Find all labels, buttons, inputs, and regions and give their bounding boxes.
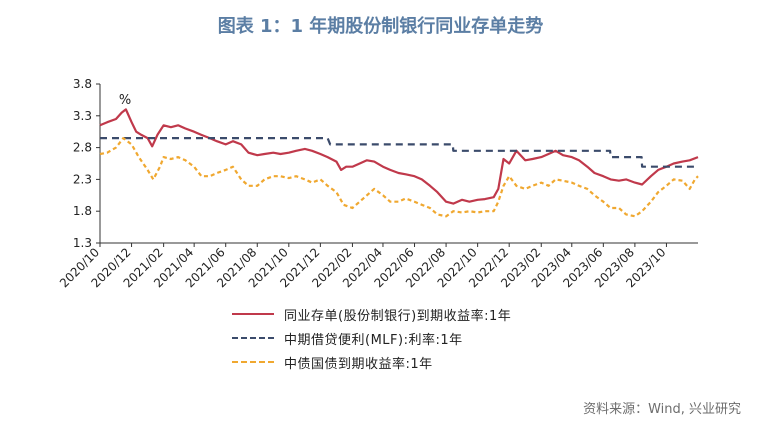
y-tick-label: 3.8 <box>73 77 92 91</box>
series-line-ncd <box>99 108 699 205</box>
legend-swatch-gov <box>232 361 274 363</box>
source-note: 资料来源：Wind, 兴业研究 <box>583 402 741 417</box>
legend-label-mlf: 中期借贷便利(MLF):利率:1年 <box>284 332 463 348</box>
legend-label-ncd: 同业存单(股份制银行)到期收益率:1年 <box>284 308 512 324</box>
series-line-mlf <box>100 137 698 168</box>
y-unit-label: % <box>119 93 131 108</box>
legend-swatch-mlf <box>232 337 274 339</box>
y-tick-label: 1.3 <box>73 236 92 250</box>
legend-label-gov: 中债国债到期收益率:1年 <box>284 356 433 372</box>
y-tick-label: 3.3 <box>73 109 92 123</box>
y-tick-label: 1.8 <box>73 204 92 218</box>
series-layer <box>99 108 699 218</box>
chart-axes: 3.83.32.82.31.81.3%2020/102020/122021/02… <box>57 77 698 290</box>
series-line-gov <box>99 137 699 218</box>
legend-item-ncd: 同业存单(股份制银行)到期收益率:1年 <box>232 302 511 326</box>
y-tick-label: 2.3 <box>73 172 92 186</box>
y-tick-label: 2.8 <box>73 141 92 155</box>
legend-item-gov: 中债国债到期收益率:1年 <box>232 350 511 374</box>
chart-legend: 同业存单(股份制银行)到期收益率:1年 中期借贷便利(MLF):利率:1年 中债… <box>232 302 511 374</box>
legend-swatch-ncd <box>232 313 274 315</box>
chart-title: 图表 1：1 年期股份制银行同业存单走势 <box>217 16 544 37</box>
legend-item-mlf: 中期借贷便利(MLF):利率:1年 <box>232 326 511 350</box>
